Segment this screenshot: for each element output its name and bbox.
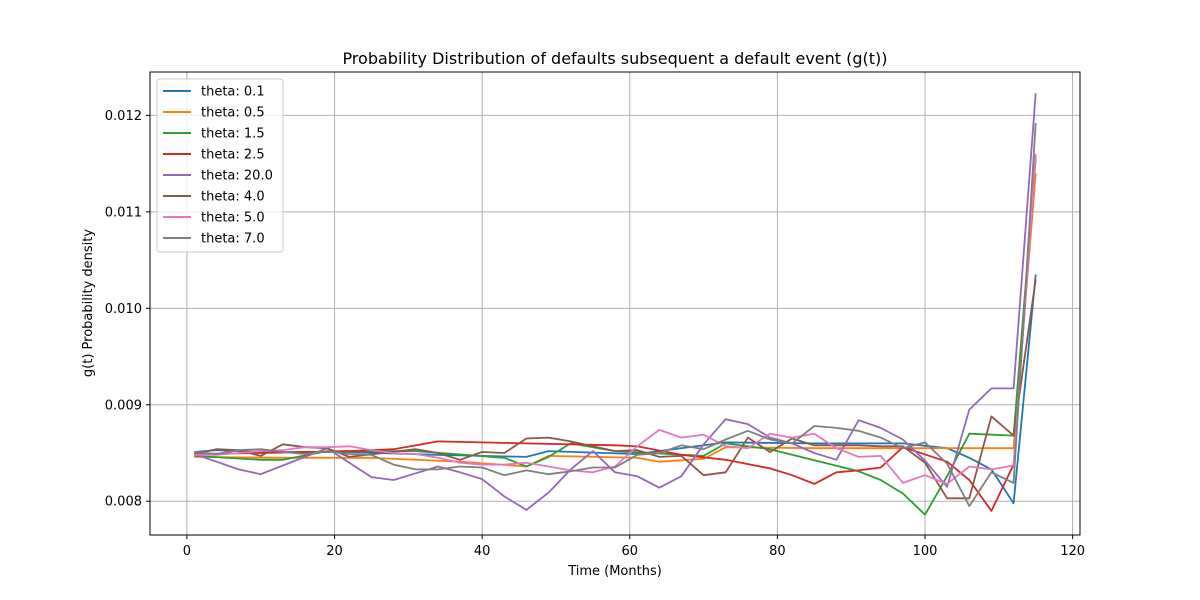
- x-tick-label: 100: [913, 544, 938, 559]
- legend-label: theta: 0.5: [201, 106, 265, 121]
- x-axis-label: Time (Months): [567, 564, 662, 579]
- grid: [150, 72, 1080, 535]
- series-line: [194, 173, 1037, 468]
- y-tick-label: 0.012: [105, 109, 142, 124]
- legend-label: theta: 2.5: [201, 148, 265, 163]
- y-axis-label: g(t) Probability density: [81, 229, 96, 377]
- series-line: [194, 279, 1037, 500]
- series-lines: [194, 93, 1037, 516]
- y-tick-label: 0.008: [105, 495, 142, 510]
- chart-title: Probability Distribution of defaults sub…: [342, 49, 887, 68]
- legend-label: theta: 7.0: [201, 232, 265, 247]
- legend-label: theta: 5.0: [201, 211, 265, 226]
- legend: theta: 0.1 theta: 0.5 theta: 1.5 theta: 2.5…: [156, 78, 284, 253]
- series-line: [194, 153, 1037, 512]
- series-line: [194, 93, 1037, 511]
- legend-label: theta: 4.0: [201, 190, 265, 205]
- x-tick-label: 80: [769, 544, 786, 559]
- x-tick-label: 60: [621, 544, 638, 559]
- x-tick-label: 120: [1060, 544, 1085, 559]
- axis-ticks: 0 20 40 60 80 100 120 0.008 0.009 0.010 0.011 0.012: [105, 109, 1085, 559]
- x-tick-label: 0: [183, 544, 191, 559]
- legend-label: theta: 0.1: [201, 85, 265, 100]
- legend-box: [156, 78, 284, 253]
- plot-frame: [149, 71, 1081, 536]
- y-tick-label: 0.010: [105, 302, 142, 317]
- x-tick-label: 40: [474, 544, 491, 559]
- y-tick-label: 0.011: [105, 205, 142, 220]
- legend-label: theta: 20.0: [201, 169, 273, 184]
- series-line: [194, 123, 1037, 508]
- legend-label: theta: 1.5: [201, 127, 265, 142]
- y-tick-label: 0.009: [105, 398, 142, 413]
- x-tick-label: 20: [326, 544, 343, 559]
